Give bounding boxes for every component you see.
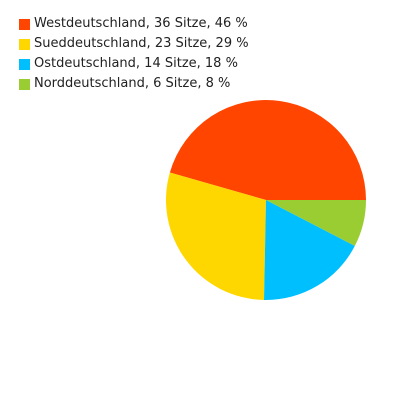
legend: Westdeutschland, 36 Sitze, 46 % Sueddeut…	[19, 14, 249, 94]
pie-slice-sueddeutschland	[166, 172, 266, 300]
pie-slice-norddeutschland	[266, 200, 367, 246]
legend-swatch-ostdeutschland	[19, 58, 30, 70]
legend-label: Norddeutschland, 6 Sitze, 8 %	[34, 76, 231, 91]
pie-slice-westdeutschland	[169, 100, 366, 200]
legend-swatch-norddeutschland	[19, 78, 30, 90]
legend-swatch-westdeutschland	[19, 18, 30, 30]
pie-slice-ostdeutschland	[264, 200, 355, 300]
legend-label: Westdeutschland, 36 Sitze, 46 %	[34, 16, 248, 31]
legend-label: Sueddeutschland, 23 Sitze, 29 %	[34, 36, 249, 51]
legend-item-sueddeutschland: Sueddeutschland, 23 Sitze, 29 %	[19, 34, 249, 54]
legend-item-norddeutschland: Norddeutschland, 6 Sitze, 8 %	[19, 74, 249, 94]
legend-item-westdeutschland: Westdeutschland, 36 Sitze, 46 %	[19, 14, 249, 34]
legend-item-ostdeutschland: Ostdeutschland, 14 Sitze, 18 %	[19, 54, 249, 74]
legend-label: Ostdeutschland, 14 Sitze, 18 %	[34, 56, 238, 71]
legend-swatch-sueddeutschland	[19, 38, 30, 50]
